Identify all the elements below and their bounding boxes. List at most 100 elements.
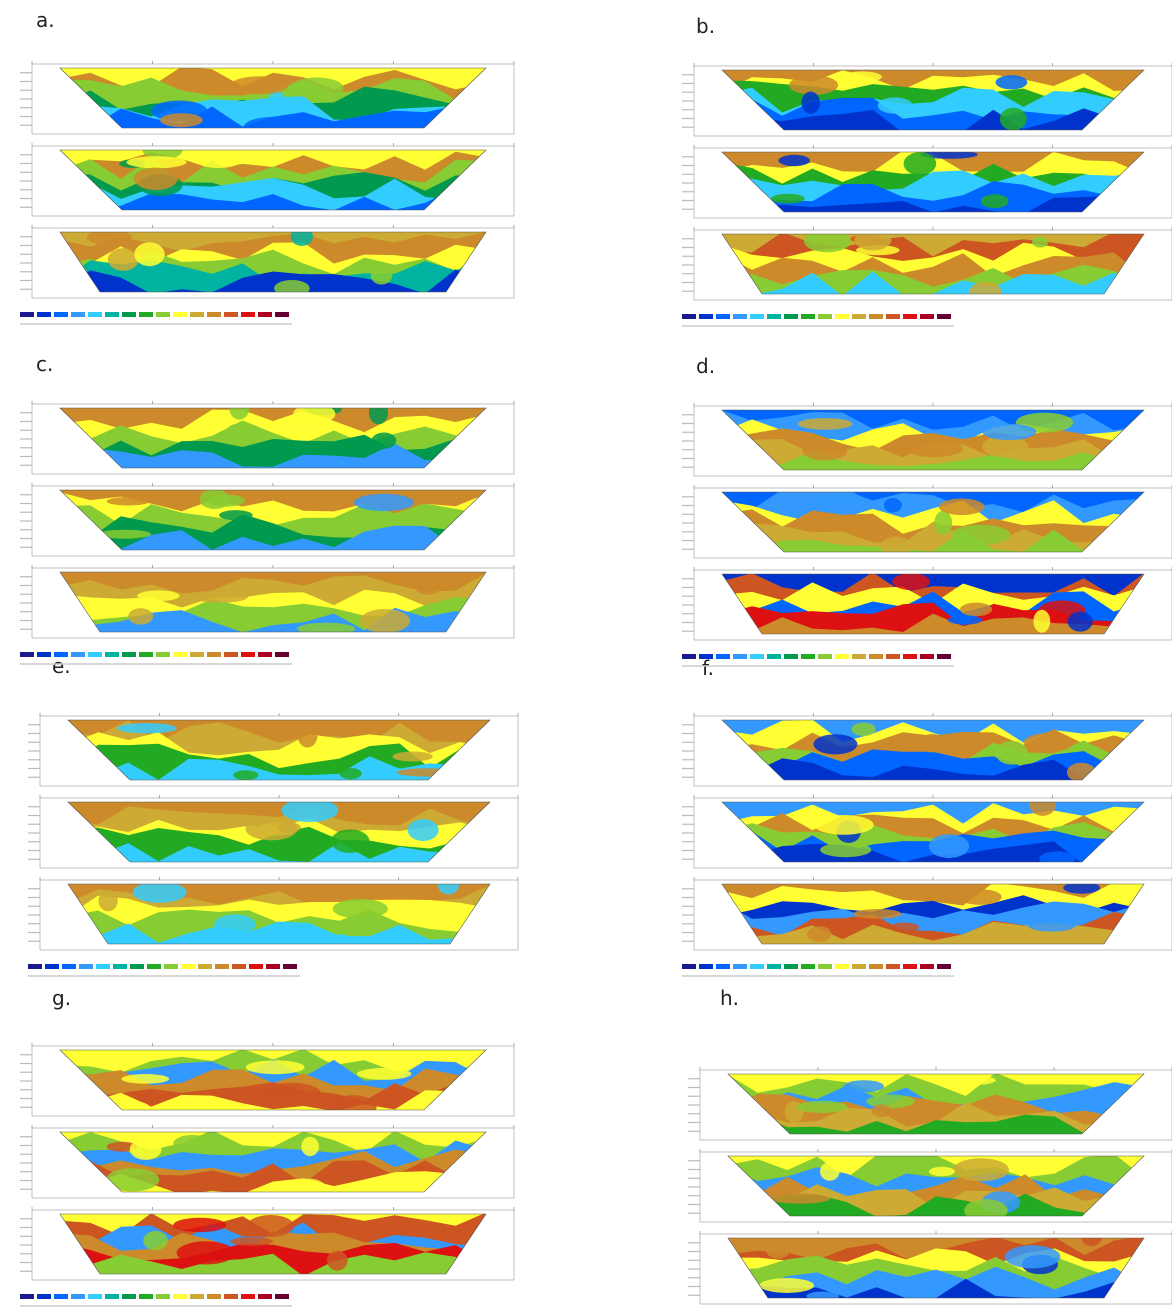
colorbar-cell xyxy=(173,1294,187,1299)
panel-letter-a: a. xyxy=(36,8,55,32)
colorbar-cell xyxy=(105,312,119,317)
colorbar-cell xyxy=(937,654,951,659)
colorbar-cell xyxy=(54,1294,68,1299)
resistivity-panel xyxy=(682,713,1172,977)
colorbar-cell xyxy=(699,964,713,969)
colorbar-cell xyxy=(835,314,849,319)
colorbar-cell xyxy=(869,314,883,319)
colorbar-cell xyxy=(71,1294,85,1299)
colorbar-cell xyxy=(869,654,883,659)
colorbar-cell xyxy=(716,314,730,319)
colorbar-cell xyxy=(198,964,212,969)
colorbar-cell xyxy=(835,964,849,969)
colorbar-cell xyxy=(37,312,51,317)
colorbar-cell xyxy=(88,1294,102,1299)
resistivity-panel xyxy=(682,403,1172,667)
colorbar-cell xyxy=(818,654,832,659)
colorbar-cell xyxy=(275,652,289,657)
colorbar-cell xyxy=(750,964,764,969)
colorbar-cell xyxy=(147,964,161,969)
panel-letter-d: d. xyxy=(696,354,716,378)
colorbar-cell xyxy=(232,964,246,969)
colorbar-cell xyxy=(733,314,747,319)
colorbar-cell xyxy=(275,312,289,317)
colorbar-cell xyxy=(20,652,34,657)
resistivity-panel xyxy=(20,1043,515,1307)
colorbar-cell xyxy=(113,964,127,969)
colorbar-cell xyxy=(224,312,238,317)
colorbar-cell xyxy=(173,312,187,317)
colorbar-cell xyxy=(716,964,730,969)
colorbar-cell xyxy=(207,652,221,657)
colorbar-cell xyxy=(920,314,934,319)
colorbar-cell xyxy=(96,964,110,969)
colorbar-cell xyxy=(37,1294,51,1299)
colorbar-cell xyxy=(682,964,696,969)
colorbar-cell xyxy=(190,312,204,317)
colorbar-cell xyxy=(886,654,900,659)
colorbar-cell xyxy=(699,654,713,659)
colorbar-cell xyxy=(784,964,798,969)
colorbar-cell xyxy=(258,652,272,657)
colorbar-cell xyxy=(207,1294,221,1299)
resistivity-panel xyxy=(682,63,1172,327)
colorbar-cell xyxy=(122,312,136,317)
colorbar-cell xyxy=(767,654,781,659)
colorbar-cell xyxy=(258,312,272,317)
colorbar-cell xyxy=(852,314,866,319)
colorbar-cell xyxy=(699,314,713,319)
colorbar-cell xyxy=(801,314,815,319)
colorbar-cell xyxy=(173,652,187,657)
colorbar-cell xyxy=(818,314,832,319)
colorbar-cell xyxy=(283,964,297,969)
colorbar-cell xyxy=(733,654,747,659)
colorbar-cell xyxy=(920,654,934,659)
colorbar-cell xyxy=(105,652,119,657)
panel-letter-c: c. xyxy=(36,352,54,376)
colorbar-cell xyxy=(249,964,263,969)
panel-letter-f: f. xyxy=(702,656,714,680)
colorbar-cell xyxy=(54,312,68,317)
colorbar-cell xyxy=(20,1294,34,1299)
colorbar-cell xyxy=(181,964,195,969)
colorbar-cell xyxy=(835,654,849,659)
colorbar-cell xyxy=(20,312,34,317)
colorbar-cell xyxy=(937,314,951,319)
colorbar-cell xyxy=(801,654,815,659)
panel-letter-h: h. xyxy=(720,986,740,1010)
colorbar-cell xyxy=(767,964,781,969)
colorbar-cell xyxy=(122,1294,136,1299)
colorbar-cell xyxy=(784,654,798,659)
colorbar-cell xyxy=(88,652,102,657)
colorbar-cell xyxy=(266,964,280,969)
colorbar-cell xyxy=(164,964,178,969)
colorbar-cell xyxy=(801,964,815,969)
colorbar-cell xyxy=(139,1294,153,1299)
colorbar-cell xyxy=(156,1294,170,1299)
colorbar-cell xyxy=(275,1294,289,1299)
colorbar-cell xyxy=(869,964,883,969)
colorbar-cell xyxy=(190,1294,204,1299)
colorbar-cell xyxy=(682,654,696,659)
colorbar-cell xyxy=(767,314,781,319)
colorbar-cell xyxy=(71,652,85,657)
colorbar-cell xyxy=(241,312,255,317)
colorbar-cell xyxy=(215,964,229,969)
colorbar-cell xyxy=(852,654,866,659)
colorbar-cell xyxy=(224,652,238,657)
colorbar-cell xyxy=(54,652,68,657)
colorbar-cell xyxy=(750,654,764,659)
colorbar-cell xyxy=(852,964,866,969)
colorbar-cell xyxy=(903,964,917,969)
colorbar-cell xyxy=(207,312,221,317)
colorbar-cell xyxy=(920,964,934,969)
colorbar-cell xyxy=(937,964,951,969)
colorbar-cell xyxy=(716,654,730,659)
colorbar-cell xyxy=(903,654,917,659)
colorbar-cell xyxy=(241,1294,255,1299)
colorbar-cell xyxy=(37,652,51,657)
colorbar-cell xyxy=(886,964,900,969)
colorbar-cell xyxy=(258,1294,272,1299)
panel-letter-g: g. xyxy=(52,986,72,1010)
